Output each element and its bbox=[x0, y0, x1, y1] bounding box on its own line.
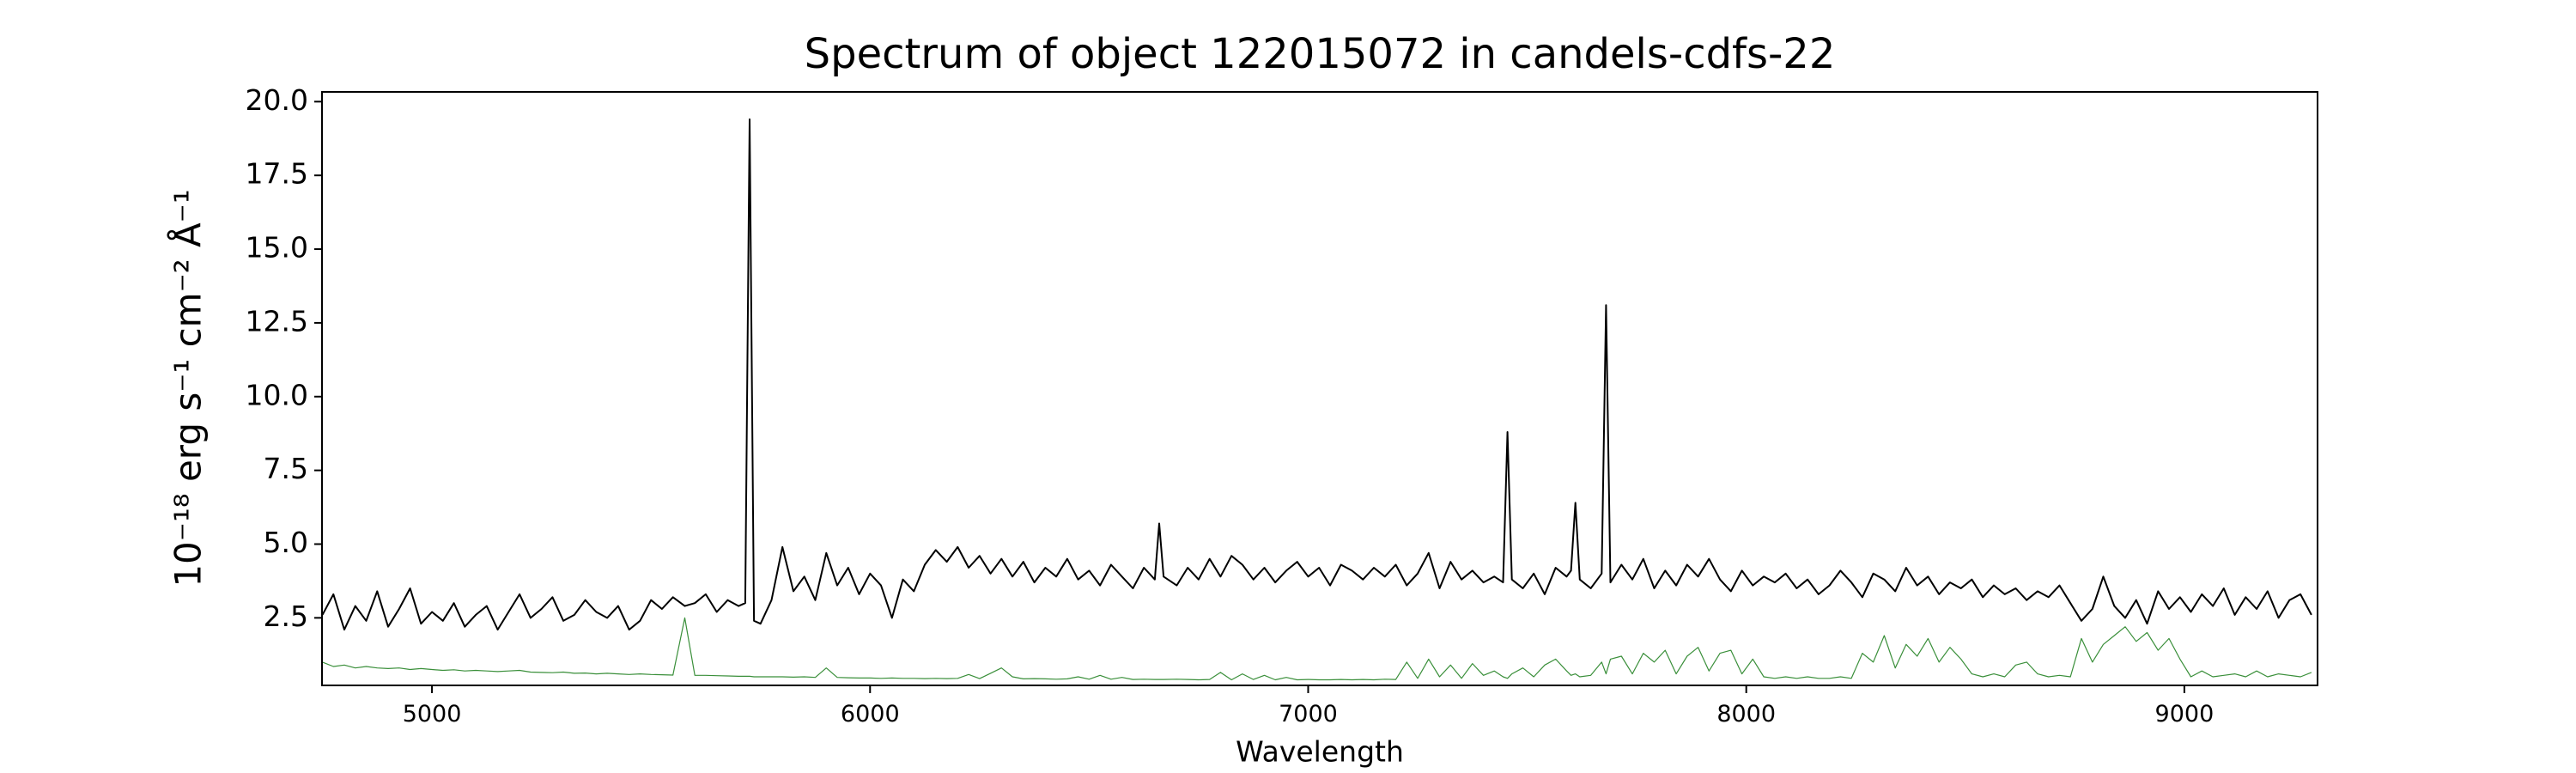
x-tick-label: 6000 bbox=[841, 701, 900, 727]
x-tick-label: 7000 bbox=[1279, 701, 1338, 727]
y-tick-label: 17.5 bbox=[246, 157, 308, 191]
y-tick-label: 5.0 bbox=[264, 526, 308, 559]
x-tick-label: 8000 bbox=[1716, 701, 1776, 727]
y-tick-label: 12.5 bbox=[246, 304, 308, 338]
chart-title: Spectrum of object 122015072 in candels-… bbox=[805, 30, 1836, 78]
y-tick-label: 20.0 bbox=[246, 83, 308, 117]
y-axis-label: 10⁻¹⁸ erg s⁻¹ cm⁻² Å⁻¹ bbox=[167, 189, 210, 587]
x-axis-label: Wavelength bbox=[1236, 735, 1404, 769]
y-tick-label: 15.0 bbox=[246, 231, 308, 265]
x-tick-label: 9000 bbox=[2155, 701, 2215, 727]
y-tick-label: 2.5 bbox=[264, 600, 308, 633]
plot-area bbox=[322, 118, 2312, 681]
spectrum-line bbox=[322, 118, 2312, 631]
y-tick-label: 7.5 bbox=[264, 452, 308, 485]
plot-frame bbox=[321, 91, 2318, 686]
y-tick-label: 10.0 bbox=[246, 378, 308, 411]
x-tick-label: 5000 bbox=[403, 701, 462, 727]
spectrum-line bbox=[322, 617, 2312, 681]
